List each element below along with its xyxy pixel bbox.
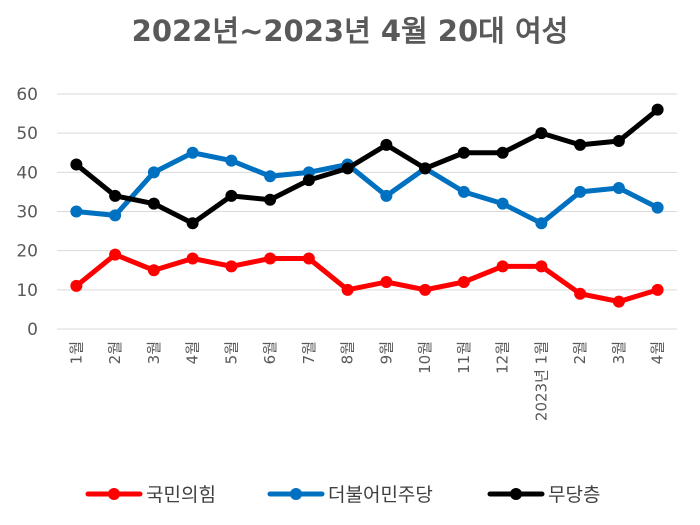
x-tick-label: 2월 xyxy=(106,341,124,364)
data-point xyxy=(535,127,548,140)
legend-label: 더불어민주당 xyxy=(328,484,433,506)
series-line xyxy=(73,252,661,305)
data-point xyxy=(225,154,238,167)
data-point xyxy=(264,252,277,265)
series-1 xyxy=(70,248,664,308)
x-tick-label: 5월 xyxy=(222,341,240,364)
chart-title: 2022년~2023년 4월 20대 여성 xyxy=(131,14,569,48)
data-point xyxy=(341,283,354,296)
x-tick-label: 3월 xyxy=(610,341,628,364)
series-group xyxy=(70,103,664,308)
data-point xyxy=(225,260,238,273)
data-point xyxy=(457,185,470,198)
data-point xyxy=(496,146,509,159)
series-line xyxy=(73,150,661,226)
data-point xyxy=(109,189,122,202)
data-point xyxy=(535,260,548,273)
data-point xyxy=(612,182,625,194)
legend-label: 국민의힘 xyxy=(146,484,216,506)
data-point xyxy=(380,276,393,288)
x-tick-label: 1월 xyxy=(67,341,85,364)
data-point xyxy=(574,287,587,300)
data-point xyxy=(302,252,315,265)
data-point xyxy=(419,283,432,296)
data-point xyxy=(147,166,160,179)
data-point xyxy=(70,205,83,218)
x-tick-label: 3월 xyxy=(145,341,163,364)
y-axis-ticks: 0 10 20 30 40 50 60 xyxy=(16,85,38,340)
y-tick-label: 60 xyxy=(16,85,38,105)
gridlines xyxy=(57,93,677,330)
data-point xyxy=(264,193,277,206)
legend: 국민의힘 더불어민주당 무당층 xyxy=(85,484,600,506)
data-point xyxy=(147,197,160,210)
x-tick-label: 4월 xyxy=(649,341,667,364)
data-point xyxy=(457,276,470,288)
x-tick-label: 7월 xyxy=(300,341,318,364)
y-tick-label: 0 xyxy=(27,320,38,340)
data-point xyxy=(186,252,199,265)
x-tick-label: 9월 xyxy=(377,341,395,364)
data-point xyxy=(574,138,587,151)
series-3 xyxy=(70,103,664,230)
data-point xyxy=(341,162,354,175)
data-point xyxy=(651,201,664,214)
data-point xyxy=(574,185,587,198)
data-point xyxy=(612,295,625,308)
data-point xyxy=(651,283,664,296)
x-tick-label: 8월 xyxy=(339,341,357,364)
data-point xyxy=(70,158,83,171)
data-point xyxy=(612,135,625,147)
y-tick-label: 30 xyxy=(16,203,38,223)
data-point xyxy=(186,146,199,159)
y-tick-label: 10 xyxy=(16,281,38,301)
data-point xyxy=(457,146,470,159)
x-axis-ticks: 1월 2월 3월 4월 5월 6월 7월 8월 9월 10월 11월 12월 2023년 1월 2월 3월 4… xyxy=(67,341,666,421)
x-tick-label: 12월 xyxy=(494,341,512,374)
data-point xyxy=(186,217,199,230)
legend-marker xyxy=(510,488,522,500)
data-point xyxy=(109,209,122,222)
data-point xyxy=(70,279,83,292)
data-point xyxy=(225,189,238,202)
data-point xyxy=(147,264,160,277)
data-point xyxy=(109,248,122,261)
y-tick-label: 40 xyxy=(16,163,38,183)
x-tick-label: 11월 xyxy=(455,341,473,374)
y-tick-label: 20 xyxy=(16,242,38,262)
data-point xyxy=(496,197,509,210)
data-point xyxy=(264,170,277,183)
x-tick-label: 2월 xyxy=(571,341,589,364)
legend-marker xyxy=(290,488,302,500)
data-point xyxy=(496,260,509,273)
x-tick-label: 4월 xyxy=(184,341,202,364)
x-tick-label: 6월 xyxy=(261,341,279,364)
data-point xyxy=(380,189,393,202)
data-point xyxy=(380,138,393,151)
legend-item-3: 무당층 xyxy=(487,484,600,506)
legend-item-1: 국민의힘 xyxy=(85,484,216,506)
x-tick-label: 10월 xyxy=(416,341,434,374)
data-point xyxy=(535,217,548,230)
series-line xyxy=(73,107,661,226)
legend-marker xyxy=(108,488,120,500)
data-point xyxy=(302,174,315,187)
data-point xyxy=(651,103,664,116)
x-tick-label: 2023년 1월 xyxy=(532,341,550,421)
legend-label: 무당층 xyxy=(548,484,600,506)
legend-item-2: 더불어민주당 xyxy=(267,484,433,506)
y-tick-label: 50 xyxy=(16,124,38,144)
data-point xyxy=(419,162,432,175)
